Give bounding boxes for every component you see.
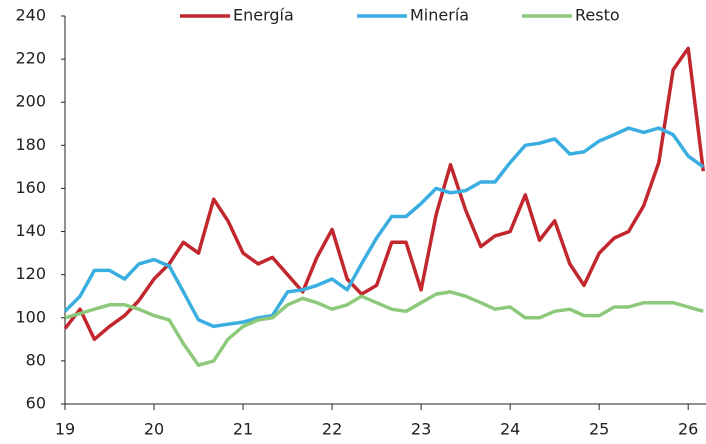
x-tick-label: 19 <box>55 420 75 439</box>
series-line <box>64 290 704 367</box>
x-tick-label: 24 <box>500 420 520 439</box>
x-tick-label: 25 <box>589 420 609 439</box>
y-tick-label: 160 <box>15 178 46 197</box>
y-tick-label: 220 <box>15 49 46 68</box>
x-tick-label: 22 <box>322 420 342 439</box>
legend-label: Minería <box>410 6 469 25</box>
y-tick-label: 200 <box>15 92 46 111</box>
y-tick-label: 240 <box>15 6 46 25</box>
y-tick-label: 120 <box>15 264 46 283</box>
x-tick-label: 21 <box>233 420 253 439</box>
series-line <box>63 126 705 329</box>
y-tick-label: 100 <box>15 307 46 326</box>
series-line <box>63 46 706 342</box>
legend-label: Resto <box>575 6 620 25</box>
y-tick-label: 80 <box>26 350 46 369</box>
x-tick-label: 20 <box>144 420 164 439</box>
y-tick-label: 140 <box>15 221 46 240</box>
y-tick-label: 180 <box>15 135 46 154</box>
y-tick-label: 60 <box>26 394 46 413</box>
legend-label: Energía <box>233 6 294 25</box>
x-tick-label: 26 <box>678 420 698 439</box>
x-tick-label: 23 <box>411 420 431 439</box>
